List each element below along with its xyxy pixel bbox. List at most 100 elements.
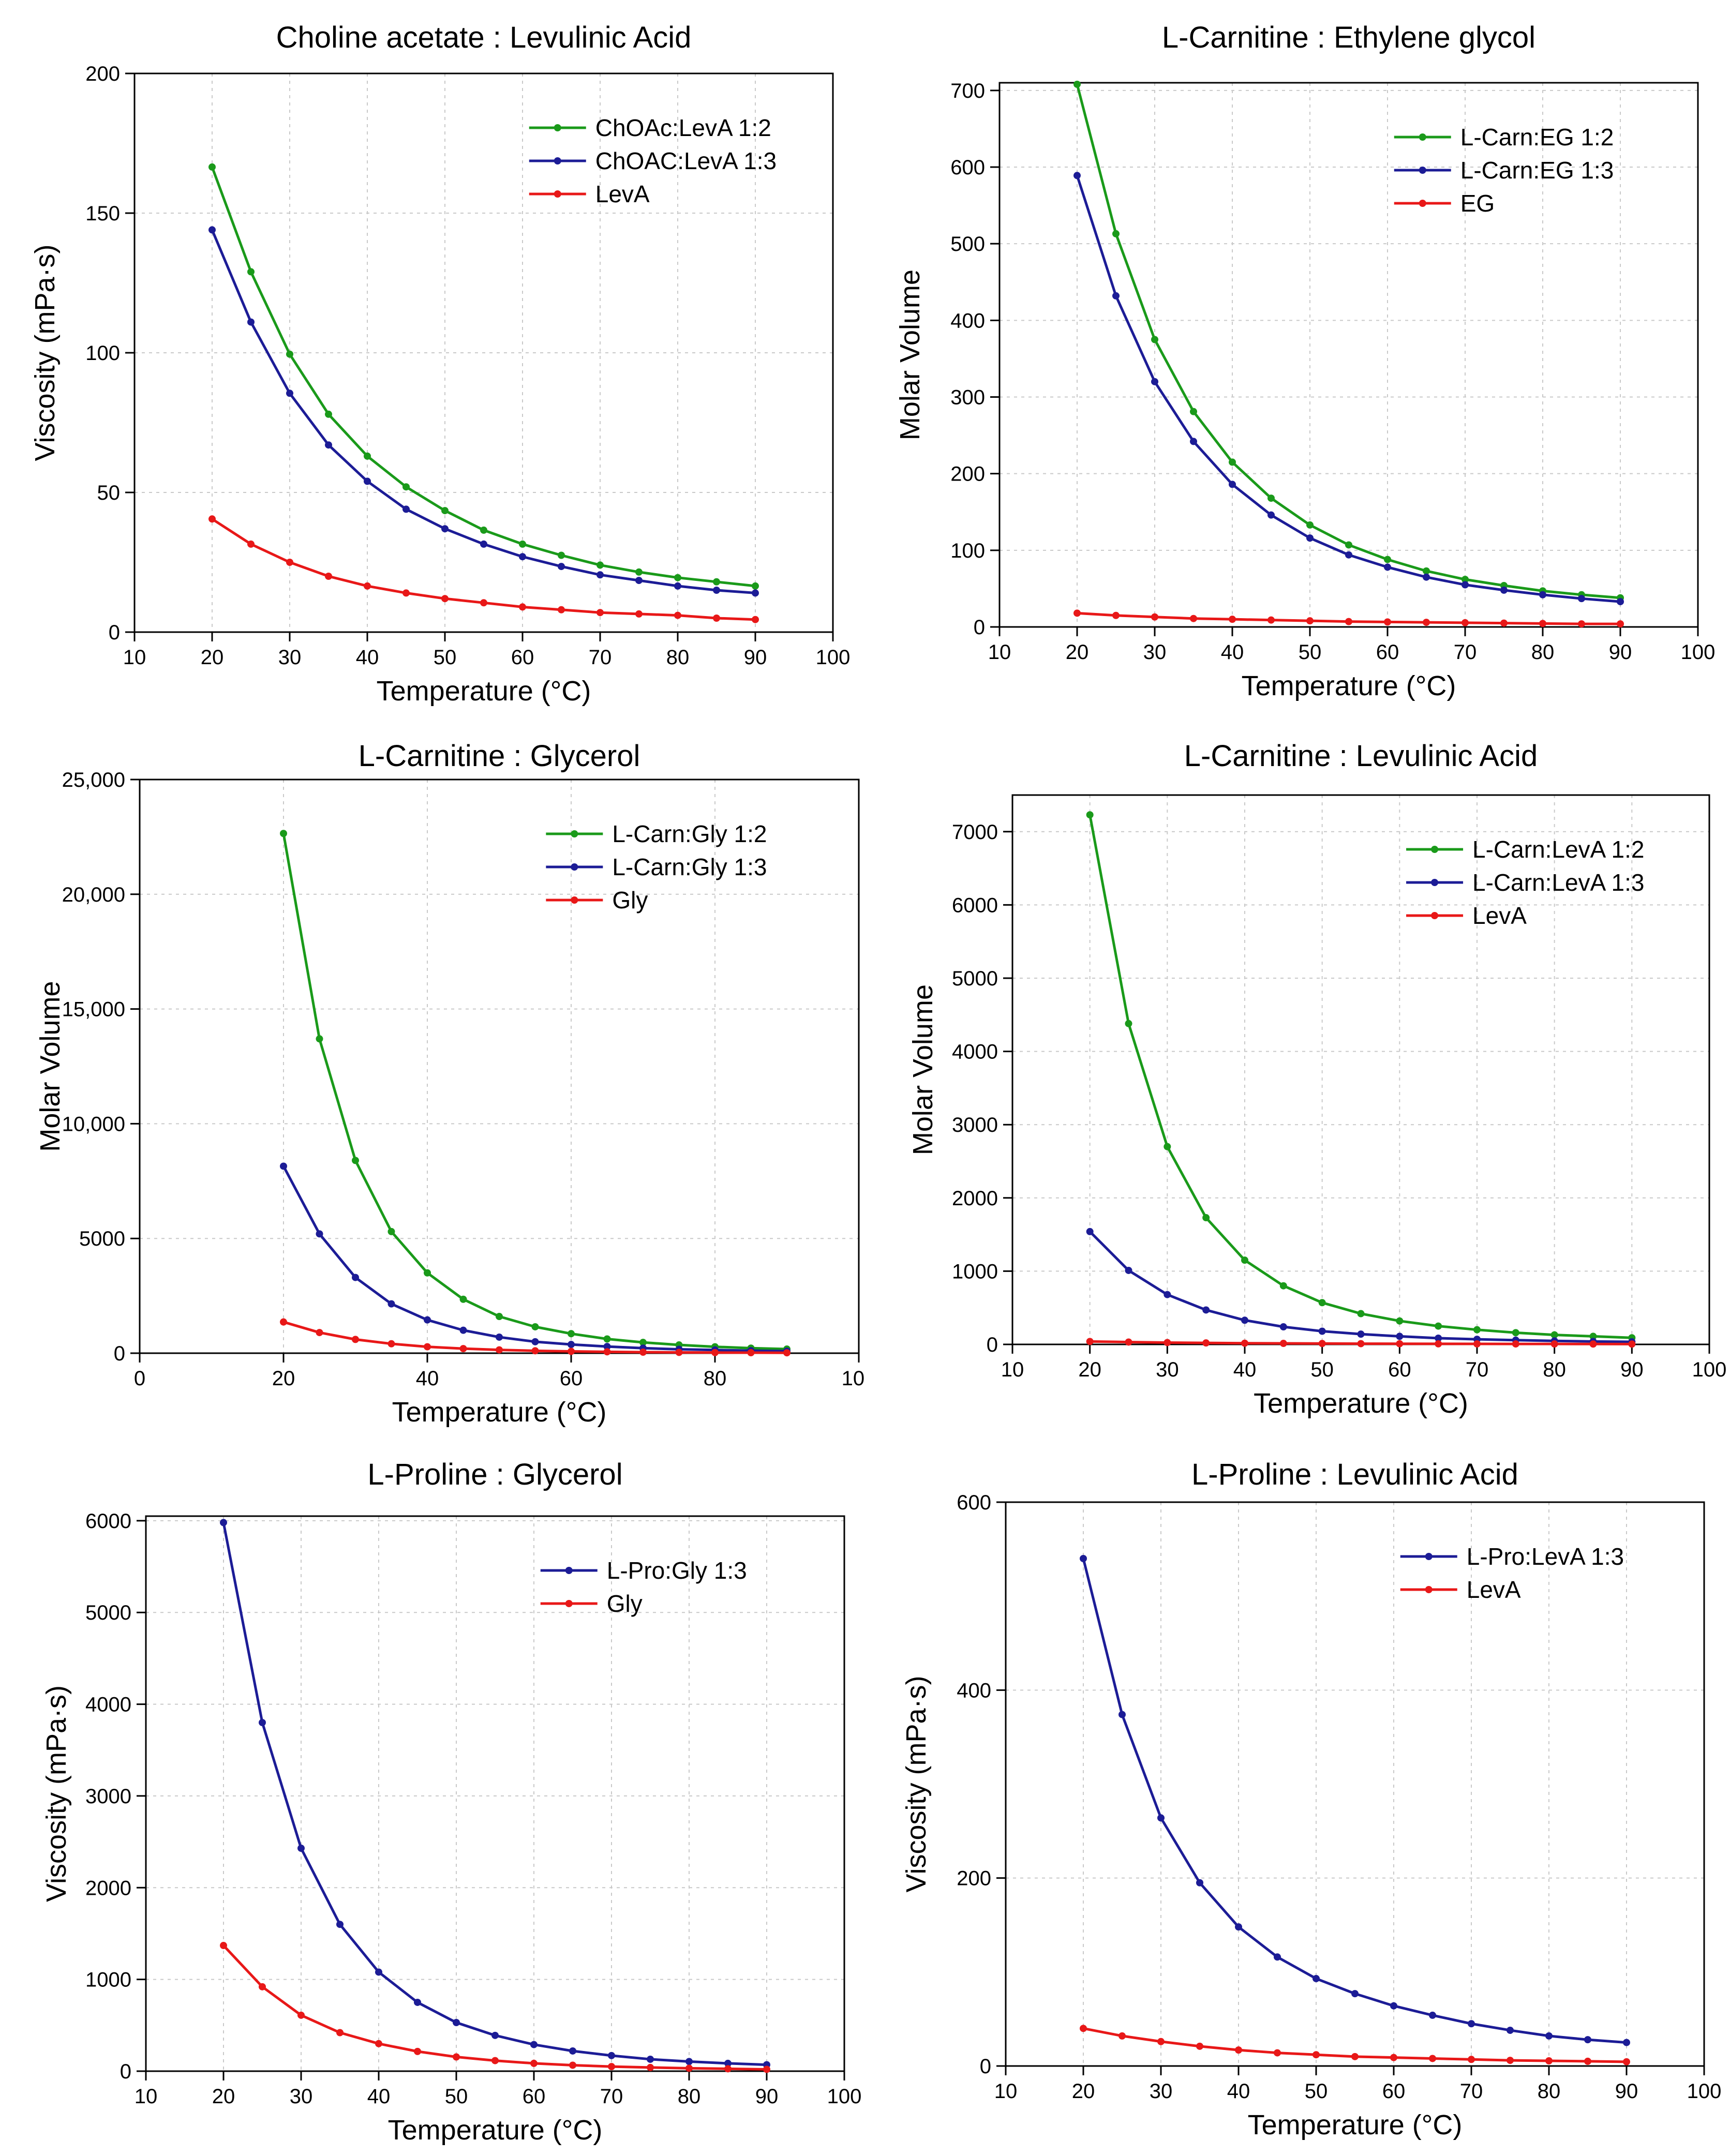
- y-axis-label: Viscosity (mPa·s): [901, 1675, 932, 1892]
- x-tick-label: 40: [1227, 2080, 1250, 2103]
- data-point-leva: [1318, 1340, 1326, 1348]
- data-point-leva: [1279, 1340, 1287, 1348]
- x-tick-label: 60: [1382, 2080, 1406, 2103]
- data-point-l-carn-eg-1-2: [1112, 230, 1120, 237]
- data-point-l-carn-leva-1-2: [1396, 1317, 1404, 1325]
- y-tick-label: 0: [987, 1334, 998, 1356]
- x-axis-label: Temperature (°C): [1254, 1388, 1468, 1419]
- series-line-l-carn-leva-1-3: [1088, 1231, 1632, 1343]
- data-point-l-pro-leva-1-3: [1390, 2002, 1397, 2010]
- y-tick-label: 400: [957, 1679, 991, 1702]
- data-point-l-pro-leva-1-3: [1351, 1990, 1359, 1998]
- data-point-choac-leva-1-3: [402, 505, 410, 513]
- data-point-choac-leva-1-3: [596, 571, 604, 579]
- x-tick-label: 90: [755, 2085, 779, 2108]
- data-point-gly: [496, 1346, 503, 1354]
- data-point-l-carn-eg-1-2: [1229, 458, 1236, 466]
- data-point-leva: [558, 606, 565, 613]
- data-point-l-carn-eg-1-3: [1267, 511, 1275, 519]
- y-tick-label: 600: [957, 1491, 991, 1514]
- x-tick-label: 80: [1538, 2080, 1561, 2103]
- legend-label: Gly: [607, 1590, 643, 1617]
- data-point-l-carn-gly-1-2: [316, 1035, 323, 1043]
- x-tick-label: 20: [201, 646, 224, 669]
- data-point-l-carn-eg-1-3: [1306, 534, 1314, 542]
- data-point-l-pro-leva-1-3: [1545, 2032, 1553, 2040]
- y-tick-label: 0: [109, 621, 120, 644]
- x-axis-label: Temperature (°C): [388, 2115, 603, 2146]
- data-point-l-carn-leva-1-3: [1125, 1266, 1132, 1274]
- data-point-eg: [1190, 615, 1197, 622]
- y-tick-label: 3000: [952, 1114, 998, 1136]
- data-point-l-carn-eg-1-3: [1539, 591, 1546, 598]
- data-point-leva: [1435, 1340, 1442, 1348]
- data-point-l-carn-leva-1-3: [1279, 1323, 1287, 1331]
- data-point-l-carn-leva-1-2: [1125, 1020, 1132, 1027]
- data-point-leva: [1545, 2057, 1553, 2065]
- plot-frame: [145, 1515, 845, 2072]
- data-point-choac-leva-1-2: [480, 526, 487, 534]
- x-tick-label: 60: [511, 646, 534, 669]
- data-point-choac-leva-1-3: [635, 577, 643, 585]
- data-point-gly: [763, 2065, 770, 2073]
- legend-marker: [1419, 167, 1426, 174]
- y-axis-label: Molar Volume: [907, 984, 938, 1155]
- data-point-l-carn-gly-1-3: [387, 1300, 395, 1308]
- x-tick-label: 20: [212, 2085, 235, 2108]
- data-point-leva: [480, 599, 487, 607]
- x-tick-label: 30: [1156, 1358, 1179, 1381]
- data-point-l-carn-eg-1-2: [1151, 336, 1158, 343]
- data-point-l-pro-gly-1-3: [297, 1845, 305, 1852]
- chart-svg: L-Proline : Glycerol 10 20 30 40 50 60 70 80 90 10…: [41, 1458, 861, 2146]
- series-line-l-carn-eg-1-3: [1076, 175, 1621, 603]
- series-line-l-pro-leva-1-3: [1082, 1558, 1627, 2044]
- x-tick-label: 100: [816, 646, 851, 669]
- data-point-gly: [603, 1348, 611, 1356]
- data-point-gly: [647, 2063, 654, 2071]
- legend-marker: [565, 1567, 573, 1574]
- legend-label: L-Carn:EG 1:2: [1460, 124, 1614, 151]
- data-point-choac-leva-1-2: [752, 582, 759, 590]
- data-point-l-carn-leva-1-3: [1241, 1316, 1248, 1324]
- data-point-l-carn-gly-1-2: [568, 1330, 575, 1338]
- data-point-leva: [402, 589, 410, 597]
- data-point-leva: [1196, 2042, 1203, 2050]
- y-axis-label: Molar Volume: [894, 270, 926, 440]
- chart-panel-6: L-Proline : Levulinic Acid 10 20 30 40 50 60 70…: [865, 1437, 1730, 2155]
- data-point-eg: [1461, 619, 1469, 626]
- data-point-eg: [1423, 619, 1430, 626]
- data-point-leva: [1080, 2025, 1087, 2032]
- data-point-l-pro-gly-1-3: [336, 1921, 344, 1928]
- data-point-choac-leva-1-2: [208, 163, 216, 171]
- data-point-l-pro-gly-1-3: [569, 2047, 576, 2055]
- data-point-l-carn-eg-1-3: [1073, 172, 1081, 179]
- x-tick-label: 100: [1687, 2080, 1722, 2103]
- data-point-leva: [635, 610, 643, 618]
- data-point-l-carn-gly-1-3: [352, 1274, 359, 1281]
- data-point-l-pro-gly-1-3: [608, 2052, 615, 2059]
- x-axis-label: Temperature (°C): [1242, 670, 1456, 701]
- legend-label: LevA: [1467, 1576, 1521, 1603]
- data-point-gly: [336, 2029, 344, 2037]
- legend-label: L-Carn:LevA 1:3: [1472, 869, 1644, 896]
- x-axis-label: Temperature (°C): [377, 676, 591, 707]
- data-point-choac-leva-1-3: [286, 390, 293, 397]
- data-point-l-carn-eg-1-3: [1423, 573, 1430, 581]
- x-tick-label: 60: [1388, 1358, 1411, 1381]
- data-point-leva: [1351, 2053, 1359, 2060]
- data-point-l-carn-gly-1-2: [459, 1295, 467, 1303]
- data-point-leva: [1512, 1340, 1519, 1348]
- legend-label: L-Pro:Gly 1:3: [607, 1557, 747, 1584]
- data-point-gly: [531, 1347, 539, 1355]
- data-point-choac-leva-1-3: [752, 589, 759, 597]
- legend-label: L-Pro:LevA 1:3: [1467, 1543, 1624, 1570]
- data-point-leva: [1313, 2051, 1320, 2059]
- data-point-l-carn-gly-1-3: [316, 1230, 323, 1238]
- data-point-eg: [1073, 609, 1081, 617]
- data-point-l-carn-leva-1-2: [1318, 1299, 1326, 1307]
- data-point-leva: [1086, 1338, 1094, 1345]
- data-point-l-carn-leva-1-2: [1435, 1322, 1442, 1330]
- legend-label: L-Carn:EG 1:3: [1460, 157, 1614, 184]
- data-point-choac-leva-1-3: [364, 477, 371, 485]
- y-tick-label: 2000: [952, 1187, 998, 1210]
